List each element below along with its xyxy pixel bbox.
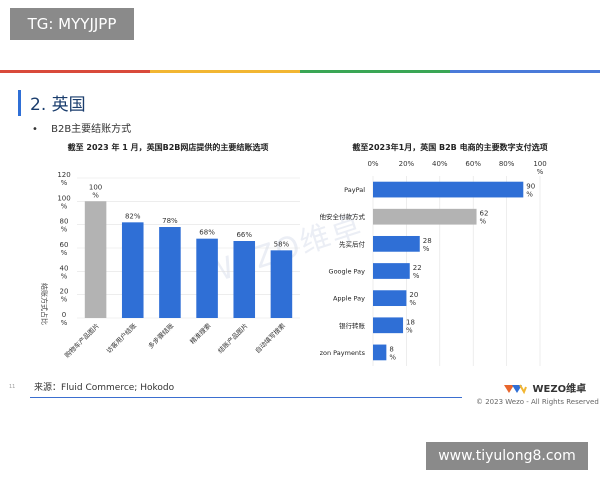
bar	[373, 317, 404, 334]
x-tick-label: 40%	[432, 160, 448, 168]
y-tick-label: 银行转账	[339, 321, 366, 330]
bar	[233, 241, 256, 318]
tg-badge: TG: MYYJJPP	[10, 8, 134, 40]
bar	[373, 263, 410, 279]
chart-title: 截至 2023 年 1 月，英国B2B网店提供的主要结账选项	[68, 142, 269, 152]
x-tick-label: 多步骤结账	[146, 321, 176, 351]
wezo-logo: WEZO维卓	[503, 380, 586, 395]
header-color-rule	[0, 70, 600, 73]
x-tick-label: 结账产品图片	[216, 321, 250, 355]
bar	[270, 250, 293, 318]
checkout-options-chart: 截至 2023 年 1 月，英国B2B网店提供的主要结账选项 0 % 20 % 40 % 6…	[40, 142, 300, 360]
data-label: 18%	[406, 318, 415, 334]
y-tick-label: 60%	[60, 241, 69, 257]
bar	[373, 181, 524, 198]
y-tick-label: 120%	[57, 171, 70, 187]
data-label: 66%	[236, 231, 252, 239]
x-tick-label: 自动填写搜索	[253, 321, 287, 355]
data-label: 78%	[162, 217, 178, 225]
y-tick-label: 40%	[60, 264, 69, 280]
x-tick-label: 60%	[465, 160, 481, 168]
bar	[373, 290, 407, 307]
bar	[373, 344, 387, 361]
bullet-marker: •	[32, 124, 38, 135]
x-tick-label: 访客用户结账	[104, 321, 138, 355]
x-tick-label: 100%	[533, 160, 546, 176]
data-label: 90%	[526, 183, 535, 199]
wezo-logo-icon	[504, 384, 527, 395]
logo-text: WEZO维卓	[532, 384, 587, 395]
data-label: 22%	[413, 264, 422, 280]
y-tick-label: 0%	[61, 311, 68, 327]
payment-options-chart: 截至2023年1月，英国 B2B 电商的主要数字支付选项 0% 20% 40% 60%…	[320, 142, 548, 366]
y-tick-label: 先买后付	[339, 239, 366, 248]
x-tick-label: 购物车产品图片	[62, 321, 101, 360]
page-number: 11	[9, 384, 16, 390]
data-label: 100%	[89, 183, 102, 199]
y-tick-label: 20%	[60, 288, 69, 304]
copyright: © 2023 Wezo - All Rights Reserved	[476, 398, 599, 406]
y-tick-label: Amazon Payments	[320, 349, 366, 357]
x-tick-label: 0%	[367, 160, 378, 168]
bar	[373, 235, 420, 252]
source-note: 来源：Fluid Commerce; Hokodo	[34, 383, 175, 393]
bar	[373, 208, 477, 225]
bullet-text: B2B主要结账方式	[51, 124, 132, 135]
footer-divider	[30, 397, 462, 398]
y-tick-label: 100%	[57, 194, 70, 210]
x-tick-label: 80%	[499, 160, 515, 168]
data-label: 58%	[274, 240, 290, 248]
y-tick-label: Apple Pay	[333, 295, 365, 303]
data-label: 62%	[480, 210, 489, 226]
y-axis-label: 结账方式占比	[40, 283, 49, 325]
data-label: 28%	[423, 237, 432, 253]
bar	[196, 238, 218, 318]
data-label: 8%	[389, 345, 396, 361]
data-label: 82%	[125, 212, 141, 220]
y-tick-label: 其他安全付款方式	[320, 212, 366, 221]
y-tick-label: Google Pay	[329, 268, 366, 276]
section-accent-bar	[18, 90, 21, 116]
bar	[84, 201, 107, 318]
bar	[159, 227, 181, 318]
y-tick-label: 80%	[60, 218, 69, 234]
url-badge: www.tiyulong8.com	[426, 442, 588, 470]
section-title: 2. 英国	[30, 95, 86, 115]
x-tick-label: 精准搜索	[188, 321, 213, 346]
bar	[121, 222, 144, 318]
chart-title: 截至2023年1月，英国 B2B 电商的主要数字支付选项	[352, 142, 547, 152]
data-label: 68%	[199, 229, 215, 237]
bullet-item: • B2B主要结账方式	[32, 120, 131, 135]
data-label: 20%	[409, 291, 418, 307]
x-tick-label: 20%	[399, 160, 415, 168]
y-tick-label: PayPal	[344, 186, 365, 194]
